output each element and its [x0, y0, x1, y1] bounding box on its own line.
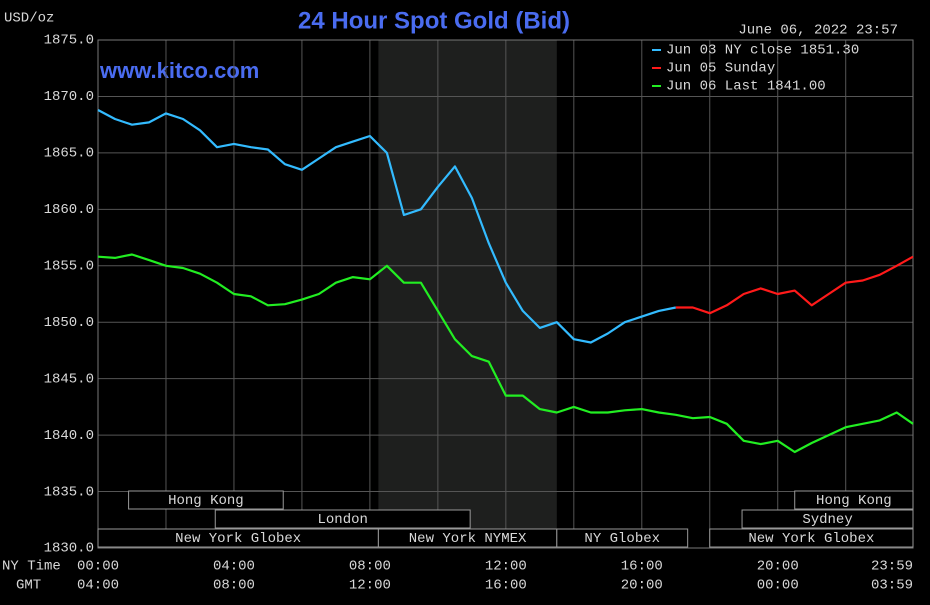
session-box	[709, 528, 914, 548]
y-tick-label: 1870.0	[44, 89, 94, 105]
price-line	[675, 255, 914, 315]
chart-subtitle: www.kitco.com	[99, 58, 259, 83]
session-label: NY Globex	[584, 531, 660, 547]
legend-label: Jun 05 Sunday	[666, 61, 775, 77]
x-tick-label: 23:59	[871, 559, 913, 575]
gmt-tick-label: 00:00	[757, 578, 799, 594]
session-shade	[378, 40, 557, 548]
x-tick-label: 00:00	[77, 559, 119, 575]
y-axis-label: USD/oz	[4, 11, 54, 27]
x-tick-label: 12:00	[485, 559, 527, 575]
session-label: Hong Kong	[168, 493, 244, 509]
session-label: Hong Kong	[816, 493, 892, 509]
session-box	[214, 509, 471, 529]
session-label: New York Globex	[175, 531, 301, 547]
gmt-tick-label: 08:00	[213, 578, 255, 594]
session-label: London	[317, 512, 367, 528]
y-tick-label: 1875.0	[44, 33, 94, 49]
y-tick-label: 1860.0	[44, 202, 94, 218]
legend-label: Jun 06 Last 1841.00	[666, 79, 826, 95]
session-label: New York NYMEX	[409, 531, 527, 547]
row-label: GMT	[16, 578, 41, 594]
y-tick-label: 1865.0	[44, 146, 94, 162]
session-box	[794, 490, 914, 510]
y-tick-label: 1850.0	[44, 315, 94, 331]
x-tick-label: 20:00	[757, 559, 799, 575]
legend-label: Jun 03 NY close 1851.30	[666, 43, 859, 59]
gmt-tick-label: 20:00	[621, 578, 663, 594]
session-box	[741, 509, 914, 529]
gmt-tick-label: 12:00	[349, 578, 391, 594]
session-label: Sydney	[802, 512, 852, 528]
gmt-tick-label: 04:00	[77, 578, 119, 594]
gmt-tick-label: 03:59	[871, 578, 913, 594]
price-line	[97, 253, 914, 454]
y-tick-label: 1855.0	[44, 258, 94, 274]
y-tick-label: 1845.0	[44, 371, 94, 387]
x-tick-label: 04:00	[213, 559, 255, 575]
y-tick-label: 1840.0	[44, 428, 94, 444]
plot-frame	[97, 39, 914, 549]
session-box	[128, 490, 284, 510]
chart-title: 24 Hour Spot Gold (Bid)	[298, 7, 570, 34]
y-tick-label: 1835.0	[44, 484, 94, 500]
timestamp: June 06, 2022 23:57	[738, 23, 898, 39]
session-box	[556, 528, 689, 548]
x-tick-label: 16:00	[621, 559, 663, 575]
price-line	[97, 109, 677, 344]
row-label: NY Time	[2, 559, 61, 575]
gmt-tick-label: 16:00	[485, 578, 527, 594]
y-tick-label: 1830.0	[44, 541, 94, 557]
session-label: New York Globex	[748, 531, 874, 547]
x-tick-label: 08:00	[349, 559, 391, 575]
